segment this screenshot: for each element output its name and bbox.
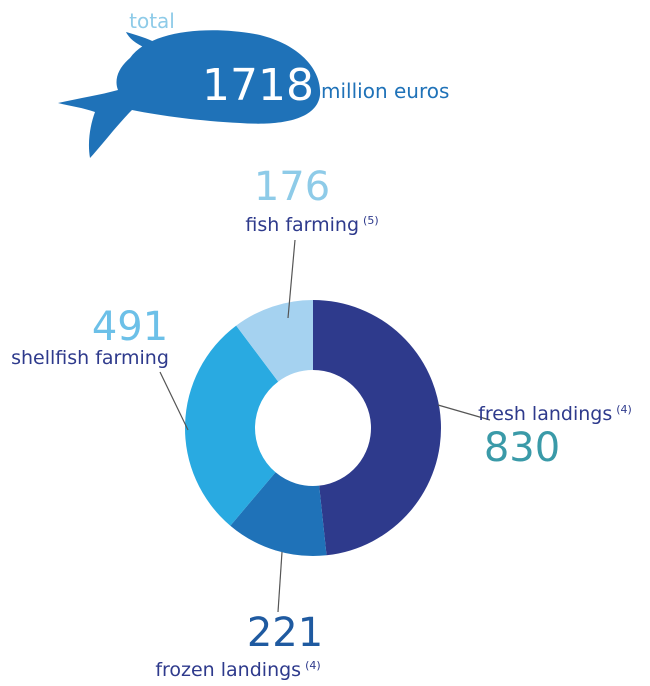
footnote-marker: (4)	[305, 659, 321, 672]
leader-line	[437, 404, 491, 421]
fish-shape	[58, 30, 321, 158]
total-value: 1718	[202, 60, 314, 111]
segment-label: fish farming (5)	[245, 214, 378, 236]
leader-line	[159, 371, 189, 431]
leader-lines	[159, 239, 491, 613]
segment-label: shellfish farming	[11, 347, 169, 369]
segment-value: 491	[92, 304, 168, 350]
segment-value: 221	[247, 610, 323, 656]
footnote-marker: (4)	[616, 403, 632, 416]
leader-line	[277, 551, 283, 613]
segment-label: frozen landings (4)	[155, 659, 320, 681]
segment-label: fresh landings (4)	[478, 403, 632, 425]
donut-segment	[313, 300, 442, 556]
leader-line	[287, 239, 296, 319]
footnote-marker: (5)	[363, 214, 379, 227]
category-name: frozen landings	[155, 659, 301, 681]
donut-segment	[185, 325, 279, 526]
category-name: shellfish farming	[11, 347, 169, 369]
total-unit: million euros	[321, 79, 449, 103]
total-label: total	[129, 9, 175, 33]
segment-value: 830	[484, 425, 560, 471]
category-name: fresh landings	[478, 403, 612, 425]
segment-value: 176	[254, 164, 330, 210]
category-name: fish farming	[245, 214, 359, 236]
donut-segment	[230, 472, 327, 556]
donut-segment	[236, 300, 313, 382]
donut	[185, 300, 442, 556]
